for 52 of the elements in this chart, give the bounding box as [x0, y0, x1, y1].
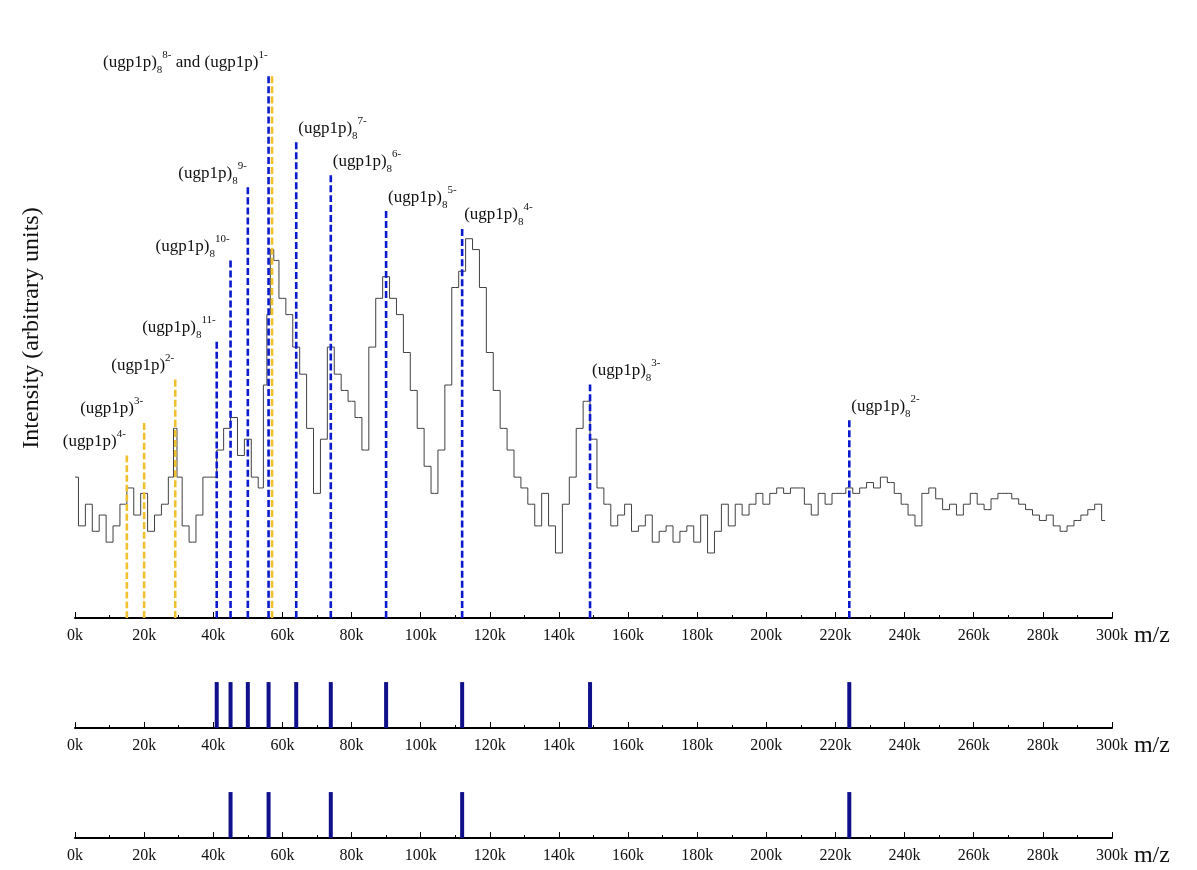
x-tick-label: 200k: [750, 625, 783, 643]
x-tick-label: 0k: [67, 735, 83, 753]
x-axis-title: m/z: [1133, 621, 1170, 647]
x-tick-label: 60k: [270, 625, 295, 643]
x-tick-label: 100k: [404, 735, 437, 753]
x-tick-label: 20k: [132, 845, 157, 863]
x-tick-label: 160k: [612, 735, 645, 753]
x-tick-label: 80k: [339, 845, 364, 863]
x-tick-label: 240k: [888, 735, 921, 753]
x-tick-label: 120k: [473, 845, 506, 863]
x-axis-title: m/z: [1133, 841, 1170, 867]
x-tick-label: 180k: [681, 625, 714, 643]
x-tick-label: 160k: [612, 845, 645, 863]
x-tick-label: 200k: [750, 735, 783, 753]
x-tick-label: 100k: [404, 625, 437, 643]
x-tick-label: 140k: [542, 735, 575, 753]
x-tick-label: 40k: [201, 845, 226, 863]
x-tick-label: 180k: [681, 845, 714, 863]
x-tick-label: 80k: [339, 735, 364, 753]
x-tick-label: 0k: [67, 845, 83, 863]
x-tick-label: 220k: [819, 735, 852, 753]
x-tick-label: 300k: [1096, 625, 1128, 643]
x-tick-label: 140k: [542, 845, 575, 863]
x-tick-label: 260k: [957, 845, 990, 863]
x-tick-label: 60k: [270, 845, 295, 863]
x-tick-label: 200k: [750, 845, 783, 863]
x-tick-label: 220k: [819, 625, 852, 643]
x-tick-label: 120k: [473, 625, 506, 643]
x-tick-label: 300k: [1096, 845, 1128, 863]
x-tick-label: 260k: [957, 735, 990, 753]
x-tick-label: 280k: [1026, 845, 1059, 863]
x-axis-title: m/z: [1133, 731, 1170, 757]
y-axis-title: Intensity (arbitrary units): [17, 207, 43, 449]
x-tick-label: 260k: [957, 625, 990, 643]
x-tick-label: 20k: [132, 625, 157, 643]
x-tick-label: 240k: [888, 625, 921, 643]
x-tick-label: 220k: [819, 845, 852, 863]
x-tick-label: 40k: [201, 625, 226, 643]
x-tick-label: 80k: [339, 625, 364, 643]
x-tick-label: 120k: [473, 735, 506, 753]
x-tick-label: 100k: [404, 845, 437, 863]
x-tick-label: 300k: [1096, 735, 1128, 753]
x-tick-label: 240k: [888, 845, 921, 863]
x-tick-label: 20k: [132, 735, 157, 753]
x-tick-label: 0k: [67, 625, 83, 643]
x-tick-label: 180k: [681, 735, 714, 753]
x-tick-label: 140k: [542, 625, 575, 643]
x-tick-label: 60k: [270, 735, 295, 753]
x-tick-label: 280k: [1026, 625, 1059, 643]
x-tick-label: 160k: [612, 625, 645, 643]
x-tick-label: 280k: [1026, 735, 1059, 753]
x-tick-label: 40k: [201, 735, 226, 753]
